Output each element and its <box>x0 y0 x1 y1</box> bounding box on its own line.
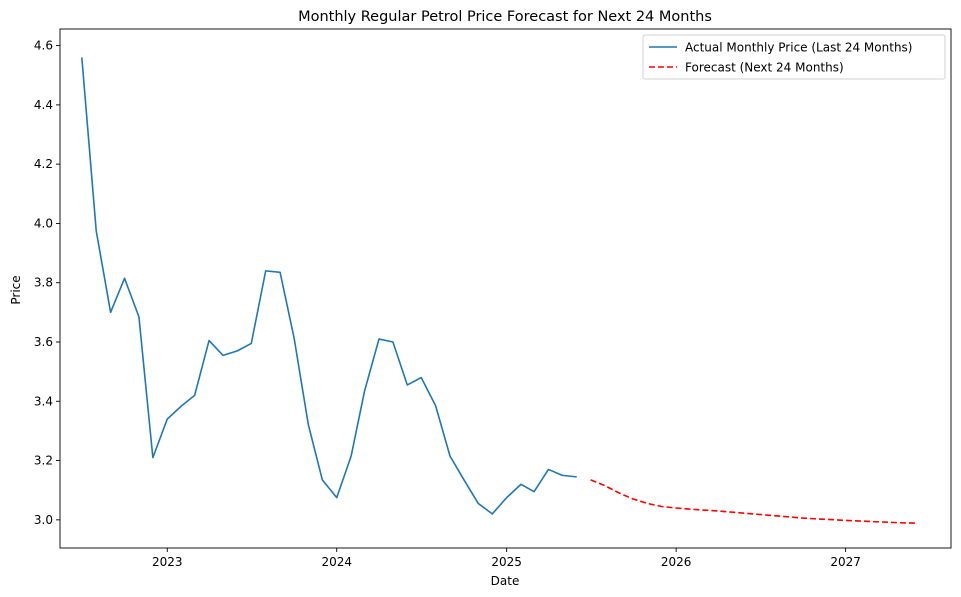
axes-frame <box>59 28 952 549</box>
y-tick-label: 4.4 <box>34 98 53 112</box>
chart-title: Monthly Regular Petrol Price Forecast fo… <box>298 9 712 25</box>
plot-area <box>59 28 952 549</box>
y-tick-label: 3.8 <box>34 276 53 290</box>
series-line-0 <box>81 57 577 515</box>
series-line-1 <box>590 479 916 524</box>
y-tick-label: 3.0 <box>34 513 53 527</box>
x-tick-label: 2026 <box>661 555 692 569</box>
x-axis-label: Date <box>491 574 520 588</box>
y-axis-label: Price <box>9 275 23 304</box>
legend: Actual Monthly Price (Last 24 Months) Fo… <box>642 34 946 80</box>
legend-label-forecast: Forecast (Next 24 Months) <box>685 61 844 75</box>
y-tick-label: 4.0 <box>34 216 53 230</box>
y-tick-label: 3.6 <box>34 335 53 349</box>
y-axis-ticks: 3.0 3.2 3.4 3.6 3.8 4.0 4.2 4.4 4.6 <box>34 39 60 527</box>
x-tick-label: 2027 <box>830 555 861 569</box>
legend-label-actual: Actual Monthly Price (Last 24 Months) <box>685 41 912 55</box>
x-tick-label: 2023 <box>152 555 183 569</box>
x-axis-ticks: 2023 2024 2025 2026 2027 <box>152 548 861 569</box>
x-tick-label: 2024 <box>321 555 352 569</box>
x-tick-label: 2025 <box>491 555 522 569</box>
y-tick-label: 3.4 <box>34 394 53 408</box>
y-tick-label: 4.2 <box>34 157 53 171</box>
y-tick-label: 3.2 <box>34 454 53 468</box>
y-tick-label: 4.6 <box>34 39 53 53</box>
legend-box <box>642 34 946 80</box>
